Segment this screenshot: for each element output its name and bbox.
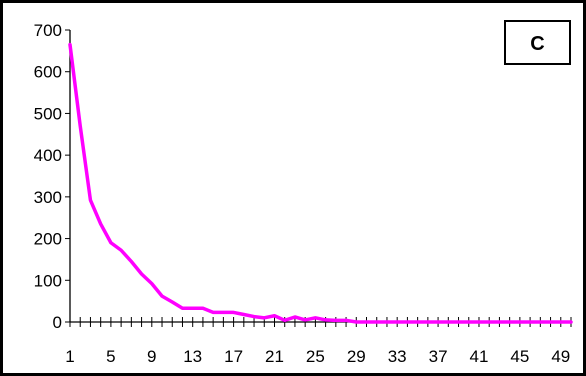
panel-label-box: C bbox=[504, 20, 571, 65]
panel-label: C bbox=[530, 33, 544, 55]
y-tick-label: 200 bbox=[34, 230, 62, 249]
y-axis-ticks: 0 100 200 300 400 500 600 700 bbox=[34, 21, 70, 332]
panel-label-border bbox=[504, 20, 571, 65]
y-tick-label: 500 bbox=[34, 104, 62, 123]
x-tick-label: 21 bbox=[265, 347, 284, 366]
x-tick-label: 9 bbox=[147, 347, 156, 366]
x-tick-label: 45 bbox=[510, 347, 529, 366]
x-tick-label: 29 bbox=[347, 347, 366, 366]
x-tick-label: 49 bbox=[551, 347, 570, 366]
series-line bbox=[68, 42, 573, 324]
x-tick-label: 5 bbox=[106, 347, 115, 366]
x-tick-label: 1 bbox=[65, 347, 74, 366]
y-tick-label: 100 bbox=[34, 271, 62, 290]
y-tick-label: 0 bbox=[53, 313, 62, 332]
x-axis-ticks: 1 5 9 13 17 21 25 29 33 37 41 45 49 bbox=[65, 317, 572, 366]
x-tick-label: 17 bbox=[224, 347, 243, 366]
x-tick-label: 13 bbox=[183, 347, 202, 366]
x-tick-label: 33 bbox=[388, 347, 407, 366]
y-tick-label: 400 bbox=[34, 146, 62, 165]
x-tick-label: 41 bbox=[470, 347, 489, 366]
x-tick-label: 25 bbox=[306, 347, 325, 366]
y-tick-label: 300 bbox=[34, 188, 62, 207]
series-layer bbox=[68, 42, 573, 324]
x-tick-label: 37 bbox=[429, 347, 448, 366]
y-tick-label: 600 bbox=[34, 63, 62, 82]
y-tick-label: 700 bbox=[34, 21, 62, 40]
